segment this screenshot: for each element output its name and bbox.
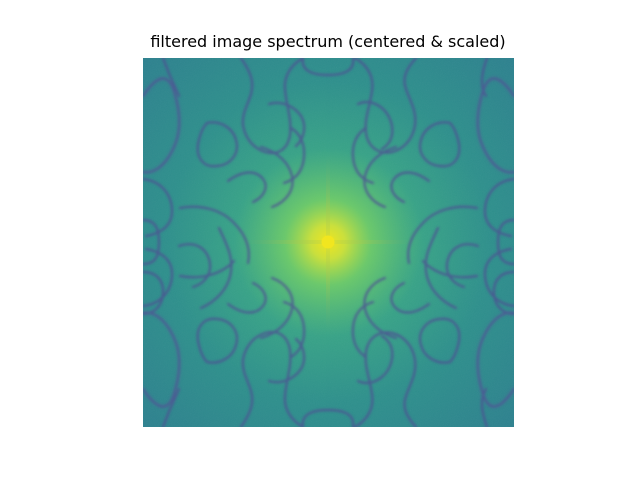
contour-pattern	[143, 58, 514, 427]
spectrum-image	[143, 58, 514, 427]
soft-contour-shadow	[143, 76, 514, 409]
spectrum-svg	[143, 58, 514, 427]
plot-title: filtered image spectrum (centered & scal…	[150, 32, 506, 51]
center-peak	[321, 235, 335, 249]
